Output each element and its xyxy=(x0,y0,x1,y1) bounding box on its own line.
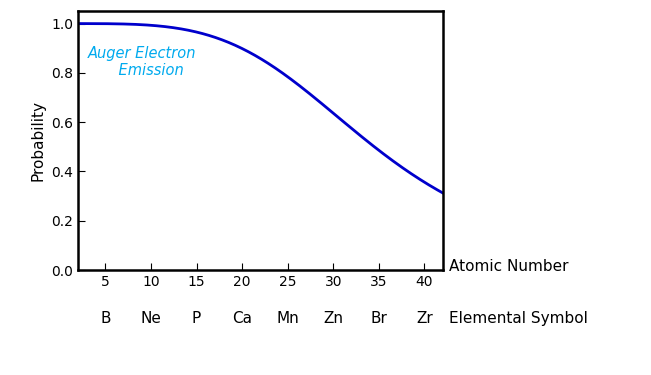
Text: Ca: Ca xyxy=(232,311,252,326)
Text: B: B xyxy=(100,311,111,326)
Text: Mn: Mn xyxy=(277,311,299,326)
Text: Auger Electron
    Emission: Auger Electron Emission xyxy=(88,46,196,78)
Text: Br: Br xyxy=(370,311,387,326)
Text: Atomic Number: Atomic Number xyxy=(449,259,569,274)
Y-axis label: Probability: Probability xyxy=(31,100,46,181)
Text: P: P xyxy=(192,311,201,326)
Text: Zr: Zr xyxy=(416,311,433,326)
Text: Zn: Zn xyxy=(324,311,343,326)
Text: Ne: Ne xyxy=(141,311,161,326)
Text: Elemental Symbol: Elemental Symbol xyxy=(449,311,588,326)
